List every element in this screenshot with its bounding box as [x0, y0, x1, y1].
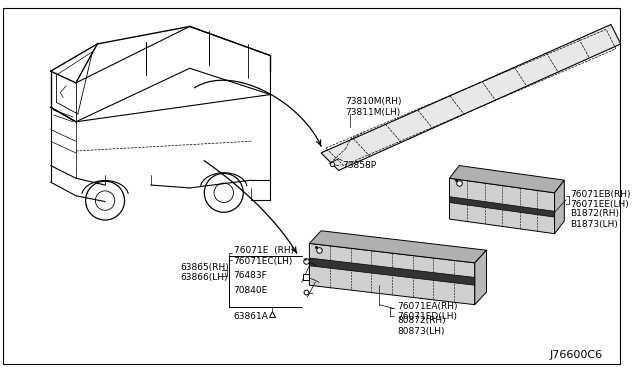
Text: 80872(RH)
80873(LH): 80872(RH) 80873(LH)	[397, 317, 445, 336]
Text: 76071EB(RH)
76071EE(LH): 76071EB(RH) 76071EE(LH)	[570, 190, 630, 209]
Polygon shape	[449, 197, 555, 217]
Text: 76071EA(RH)
76071ED(LH): 76071EA(RH) 76071ED(LH)	[397, 302, 458, 321]
Polygon shape	[321, 25, 621, 170]
Text: 76483F: 76483F	[234, 271, 268, 280]
Text: 63865(RH)
63866(LH): 63865(RH) 63866(LH)	[180, 263, 228, 282]
Text: J76600C6: J76600C6	[550, 350, 603, 360]
Polygon shape	[309, 258, 475, 285]
Polygon shape	[309, 243, 475, 305]
Text: 70840E: 70840E	[234, 286, 268, 295]
Polygon shape	[475, 250, 486, 305]
Text: 76071E  (RH)
76071EC(LH): 76071E (RH) 76071EC(LH)	[234, 246, 294, 266]
Polygon shape	[555, 180, 564, 234]
Text: 73810M(RH)
73811M(LH): 73810M(RH) 73811M(LH)	[346, 97, 402, 117]
Text: 73858P: 73858P	[342, 161, 376, 170]
Polygon shape	[309, 231, 486, 263]
Text: B1872(RH)
B1873(LH): B1872(RH) B1873(LH)	[570, 209, 619, 229]
Text: 63861A: 63861A	[234, 312, 268, 321]
Polygon shape	[449, 178, 555, 234]
Polygon shape	[449, 166, 564, 193]
